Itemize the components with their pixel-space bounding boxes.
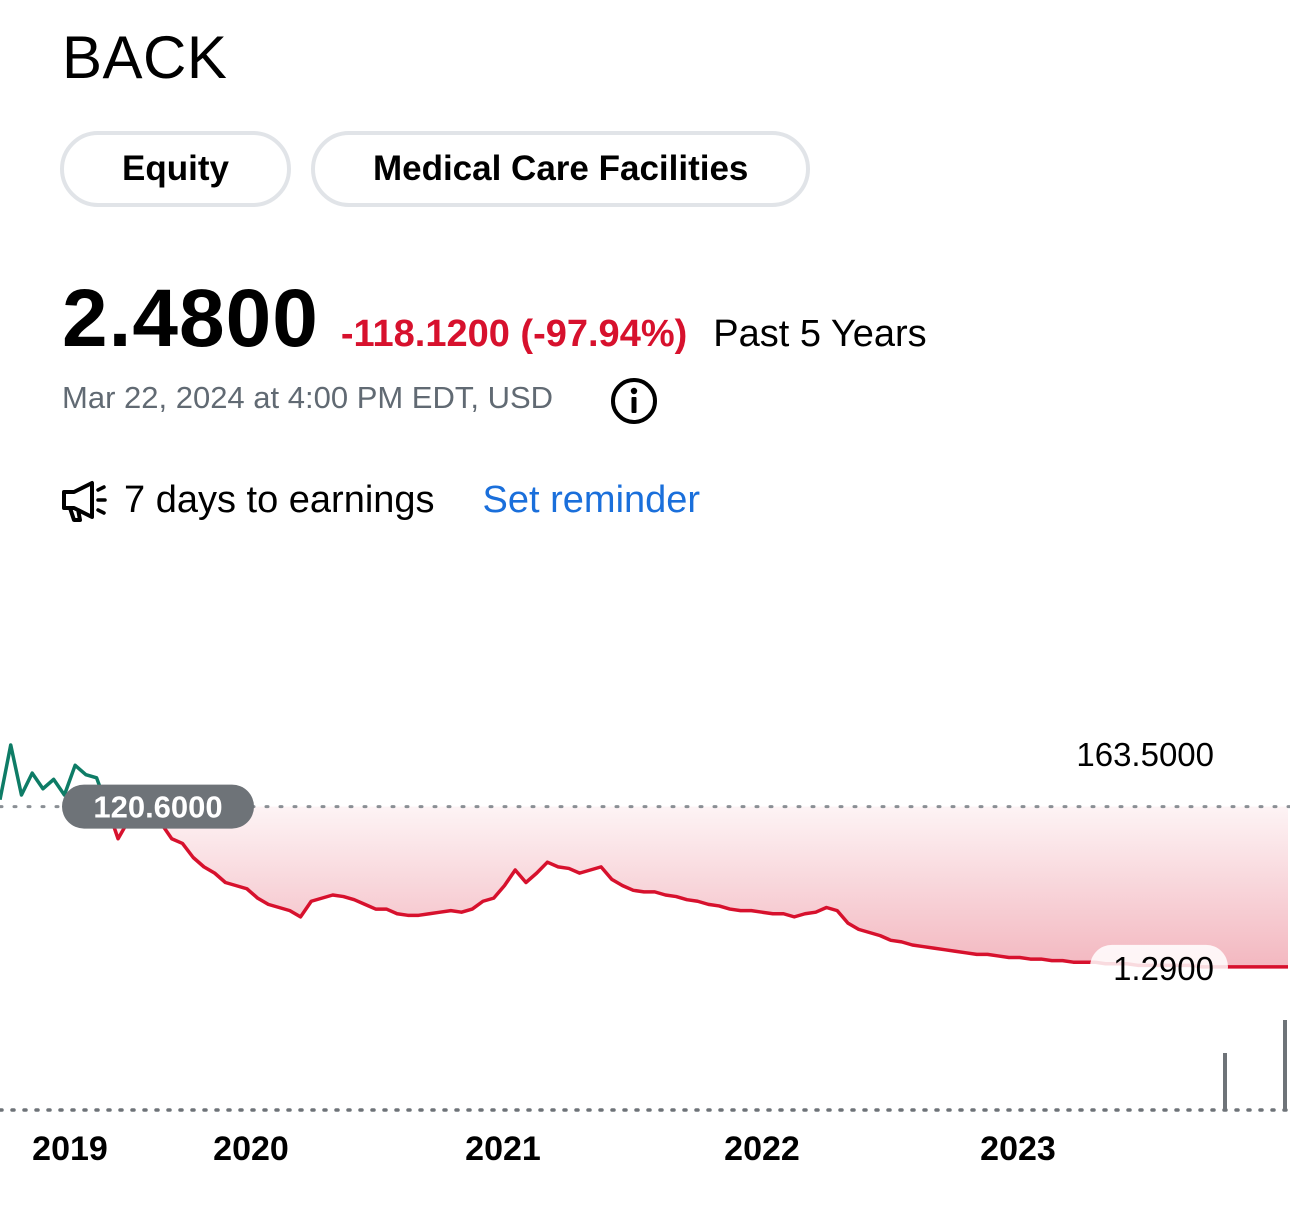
x-tick-label: 2023 — [980, 1130, 1056, 1168]
chip-equity[interactable]: Equity — [60, 131, 291, 207]
quote-timestamp: Mar 22, 2024 at 4:00 PM EDT, USD — [62, 380, 554, 415]
price-change: -118.1200 (-97.94%) — [340, 313, 688, 355]
megaphone-icon — [62, 481, 107, 522]
earnings-countdown: 7 days to earnings — [124, 478, 435, 521]
current-price: 2.4800 — [62, 273, 319, 364]
high-value-label: 163.5000 — [1076, 736, 1214, 773]
set-reminder-link[interactable]: Set reminder — [482, 478, 701, 521]
x-tick-label: 2020 — [213, 1130, 289, 1168]
ticker-symbol: BACK — [62, 24, 228, 91]
chart-area-fill — [107, 795, 1288, 967]
x-tick-label: 2019 — [32, 1130, 108, 1168]
chip-sector[interactable]: Medical Care Facilities — [310, 131, 811, 207]
reference-value-label: 120.6000 — [93, 790, 222, 825]
price-line-up — [0, 743, 109, 809]
earnings-banner: 7 days to earnings Set reminder — [60, 478, 700, 522]
info-icon[interactable] — [609, 376, 659, 426]
x-tick-label: 2022 — [724, 1130, 800, 1168]
low-value-label: 1.2900 — [1113, 950, 1214, 987]
reference-pill — [62, 784, 254, 829]
quote-row: 2.4800 -118.1200 (-97.94%) Past 5 Years — [62, 272, 927, 366]
x-tick-label: 2021 — [465, 1130, 541, 1168]
price-chart[interactable]: 120.6000 163.5000 1.2900 2019 2020 2021 2022 2… — [0, 700, 1290, 1220]
category-chips: Equity Medical Care Facilities — [60, 131, 811, 207]
low-label-backdrop — [1090, 944, 1228, 989]
period-label: Past 5 Years — [713, 313, 927, 355]
